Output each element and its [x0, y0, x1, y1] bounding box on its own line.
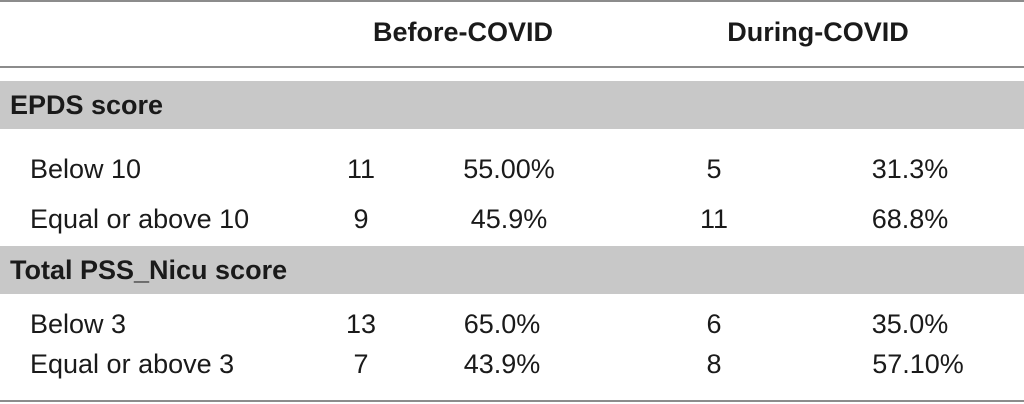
row-label: Equal or above 3 — [30, 349, 235, 379]
during-percent: 35.0% — [871, 309, 949, 339]
group-title: EPDS score — [10, 90, 164, 120]
during-count: 5 — [706, 154, 722, 184]
group-title: Total PSS_Nicu score — [10, 255, 288, 285]
row-label: Below 3 — [30, 309, 127, 339]
before-percent: 65.0% — [463, 309, 541, 339]
during-count: 6 — [706, 309, 722, 339]
bottom-rule — [0, 400, 1024, 402]
before-percent: 55.00% — [463, 154, 555, 184]
header-rule — [0, 66, 1024, 68]
top-rule — [0, 0, 1024, 2]
group-header-pss-nicu: Total PSS_Nicu score — [0, 246, 1024, 294]
before-percent: 45.9% — [470, 204, 548, 234]
row-label: Equal or above 10 — [30, 204, 250, 234]
during-percent: 31.3% — [871, 154, 949, 184]
before-percent: 43.9% — [463, 349, 541, 379]
group-header-epds: EPDS score — [0, 81, 1024, 129]
before-count: 9 — [353, 204, 369, 234]
row-label: Below 10 — [30, 154, 142, 184]
during-percent: 68.8% — [871, 204, 949, 234]
during-count: 8 — [706, 349, 722, 379]
before-count: 13 — [345, 309, 377, 339]
before-count: 11 — [346, 154, 376, 184]
column-header-during-covid: During-COVID — [727, 17, 909, 47]
column-header-before-covid: Before-COVID — [372, 17, 554, 47]
during-percent: 57.10% — [872, 349, 964, 379]
before-count: 7 — [353, 349, 369, 379]
during-count: 11 — [699, 204, 729, 234]
